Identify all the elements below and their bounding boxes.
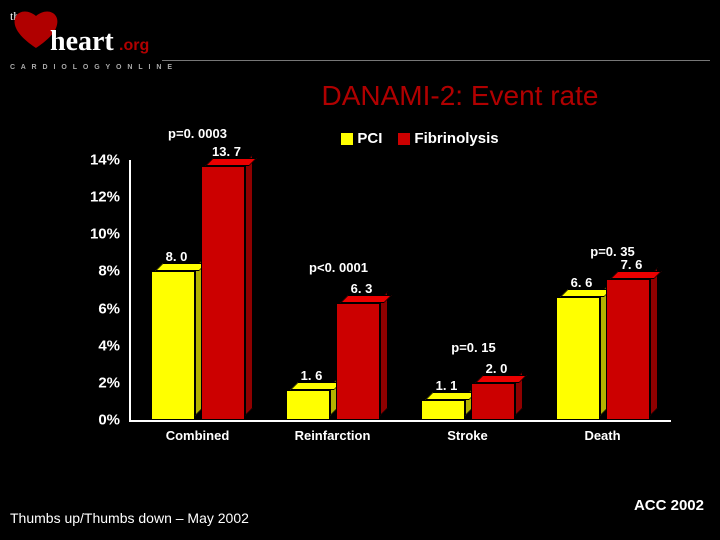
bar-value-label: 1. 6 <box>301 368 323 383</box>
chart-legend: PCI Fibrinolysis <box>220 130 620 147</box>
slide: the heart .org C A R D I O L O G Y O N L… <box>0 0 720 540</box>
y-tick-label: 2% <box>60 374 120 391</box>
bar-value-label: 7. 6 <box>621 257 643 272</box>
bar-value-label: 2. 0 <box>486 361 508 376</box>
x-tick-label: Death <box>584 428 620 443</box>
bar <box>556 297 600 420</box>
y-tick-label: 4% <box>60 337 120 354</box>
p-value-label: p<0. 0001 <box>309 260 368 275</box>
y-tick-label: 12% <box>60 189 120 206</box>
bar <box>151 271 195 420</box>
y-tick-label: 8% <box>60 263 120 280</box>
theheart-logo: the heart .org <box>6 6 156 66</box>
bar <box>286 390 330 420</box>
bar-chart: 0%2%4%6%8%10%12%14% CombinedReinfarction… <box>60 160 680 460</box>
legend-label: Fibrinolysis <box>414 130 498 147</box>
legend-item: PCI <box>341 130 382 147</box>
legend-swatch <box>398 133 410 145</box>
x-tick-label: Reinfarction <box>295 428 371 443</box>
slide-title: DANAMI-2: Event rate <box>220 80 700 112</box>
bar-value-label: 6. 3 <box>351 281 373 296</box>
p-value-label: p=0. 0003 <box>168 126 227 141</box>
y-tick-label: 10% <box>60 226 120 243</box>
bar <box>421 400 465 420</box>
bar-value-label: 6. 6 <box>571 275 593 290</box>
bar <box>336 303 380 420</box>
bar-value-label: 1. 1 <box>436 378 458 393</box>
legend-item: Fibrinolysis <box>398 130 498 147</box>
footer-left: Thumbs up/Thumbs down – May 2002 <box>10 510 249 526</box>
x-tick-label: Combined <box>166 428 230 443</box>
bar <box>606 279 650 420</box>
legend-label: PCI <box>357 130 382 147</box>
p-value-label: p=0. 35 <box>590 244 634 259</box>
bar <box>471 383 515 420</box>
y-tick-label: 0% <box>60 412 120 429</box>
slide-subtitle: Direct coronary intervention for MI <box>220 34 700 54</box>
legend-swatch <box>341 133 353 145</box>
footer-right: ACC 2002 <box>634 497 704 514</box>
y-tick-label: 14% <box>60 152 120 169</box>
logo-ext: .org <box>119 37 149 54</box>
logo-tagline: C A R D I O L O G Y O N L I N E <box>10 64 174 71</box>
bar <box>201 166 245 420</box>
x-tick-label: Stroke <box>447 428 487 443</box>
p-value-label: p=0. 15 <box>451 340 495 355</box>
y-tick-label: 6% <box>60 300 120 317</box>
bar-value-label: 8. 0 <box>166 249 188 264</box>
logo-main: heart <box>50 26 114 57</box>
x-axis <box>129 420 671 422</box>
header-divider <box>162 60 710 61</box>
bar-value-label: 13. 7 <box>212 144 241 159</box>
